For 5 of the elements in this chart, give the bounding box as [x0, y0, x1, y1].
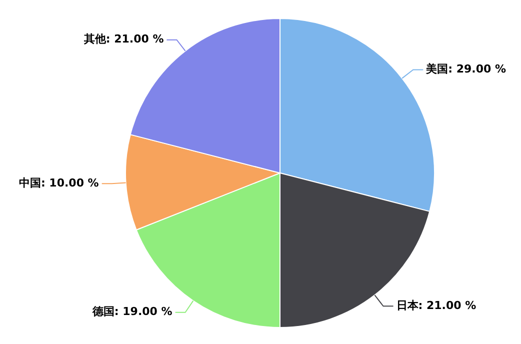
slice-label: 日本: 21.00 % [396, 299, 476, 312]
slice-label: 德国: 19.00 % [91, 305, 172, 318]
slice-label: 其他: 21.00 % [82, 32, 164, 46]
slice-label: 美国: 29.00 % [425, 62, 506, 76]
slice-label: 中国: 10.00 % [18, 176, 99, 190]
